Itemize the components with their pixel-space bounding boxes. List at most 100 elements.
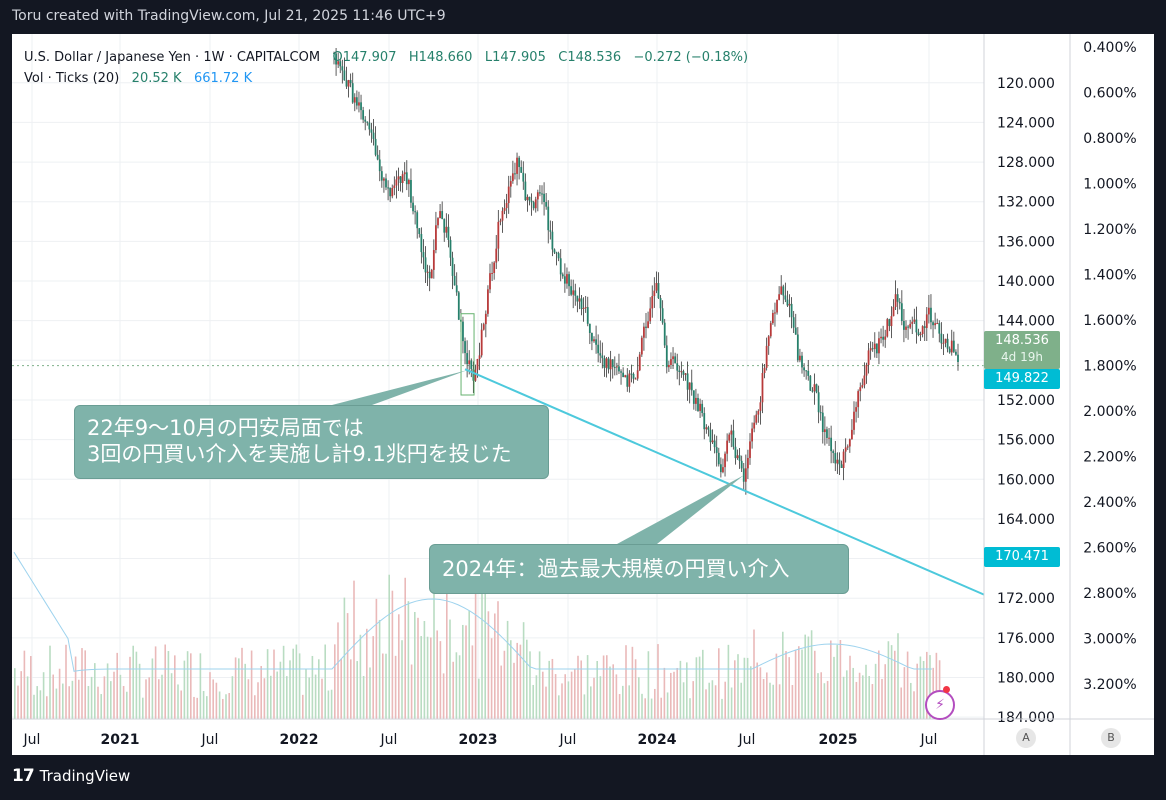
candle-body: [385, 178, 387, 188]
candle-body: [549, 230, 552, 232]
candle-body: [844, 447, 847, 452]
volume-bar: [81, 648, 83, 719]
volume-bar: [756, 662, 758, 719]
candle-body: [418, 228, 421, 235]
volume-bar: [62, 683, 64, 719]
volume-bar: [94, 663, 96, 719]
volume-bar: [394, 655, 397, 719]
candle-body: [487, 289, 489, 314]
volume-bar: [388, 574, 390, 719]
current-price-tag: 148.536 4d 19h: [984, 331, 1060, 369]
candle-body: [674, 356, 677, 364]
candle-body: [595, 339, 597, 345]
volume-bar: [33, 694, 35, 719]
percent-tick-label: 0.400%: [1083, 40, 1136, 56]
volume-bar: [625, 645, 627, 719]
candle-body: [811, 390, 814, 392]
volume-bar: [20, 671, 22, 719]
chart-canvas[interactable]: 120.000 124.000 128.000 132.000 136.000 140.0…: [12, 34, 1154, 755]
volume-bar: [135, 651, 138, 719]
candle-body: [653, 290, 656, 297]
chart-frame[interactable]: 120.000 124.000 128.000 132.000 136.000 140.0…: [12, 34, 1154, 755]
price-tick-label: 120.000: [997, 76, 1055, 92]
candle-body: [921, 326, 924, 335]
volume-legend: Vol · Ticks (20) 20.52 K 661.72 K: [24, 71, 252, 86]
volume-bar: [868, 675, 870, 719]
callout-2024-intervention[interactable]: 2024年：過去最大規模の円買い介入: [429, 544, 849, 594]
candle-body: [871, 348, 874, 350]
candle-body: [578, 298, 581, 302]
volume-bar: [426, 636, 429, 719]
candle-body: [347, 80, 350, 87]
candle-body: [609, 359, 612, 370]
candle-body: [896, 294, 899, 302]
candle-body: [757, 410, 760, 415]
candle-body: [927, 307, 930, 315]
percent-tick-label: 0.800%: [1083, 131, 1136, 147]
volume-bar: [279, 661, 282, 719]
volume-bar: [343, 597, 346, 719]
volume-bar: [775, 653, 778, 719]
candle-body: [670, 359, 672, 365]
volume-bar: [666, 692, 669, 719]
volume-bar: [676, 667, 678, 719]
volume-bar: [398, 614, 400, 719]
candle-body: [337, 61, 340, 65]
volume-bar: [810, 630, 813, 719]
candle-body: [944, 338, 947, 343]
volume-bar: [218, 691, 221, 719]
volume-bar: [110, 681, 112, 719]
candle-body: [680, 371, 683, 373]
volume-label: Vol · Ticks (20): [24, 71, 120, 86]
scale-b-button[interactable]: B: [1101, 728, 1121, 748]
candle-body: [765, 345, 768, 368]
candle-body: [859, 387, 862, 392]
callout-2022-intervention[interactable]: 22年9〜10月の円安局面では 3回の円買い介入を実施し計9.1兆円を投じた: [74, 405, 549, 479]
volume-bar: [903, 667, 906, 719]
price-tick-label: 152.000: [997, 393, 1055, 409]
candle-body: [499, 220, 502, 222]
time-tick-label: 2022: [280, 732, 319, 748]
scale-a-button[interactable]: A: [1016, 728, 1036, 748]
candle-body: [842, 451, 845, 468]
volume-bar: [126, 691, 128, 719]
volume-bar: [231, 676, 234, 719]
candle-body: [657, 283, 660, 299]
volume-bar: [814, 650, 816, 719]
candle-body: [422, 252, 425, 258]
volume-bar: [926, 651, 928, 719]
candle-body: [551, 231, 554, 250]
volume-bar: [532, 684, 534, 719]
callout-2022-line2: 3回の円買い介入を実施し計9.1兆円を投じた: [87, 442, 512, 466]
highlight-box: [460, 313, 475, 396]
volume-bar: [391, 590, 394, 719]
volume-bar: [622, 685, 624, 719]
symbol-legend: U.S. Dollar / Japanese Yen · 1W · CAPITA…: [24, 50, 748, 65]
candle-body: [853, 411, 855, 430]
candle-body: [343, 70, 346, 81]
volume-bar: [244, 663, 246, 719]
volume-bar: [711, 680, 714, 719]
candle-body: [801, 355, 803, 368]
trendline: [464, 368, 985, 596]
volume-bar: [746, 657, 749, 719]
time-tick-label: 2024: [638, 732, 677, 748]
volume-bar: [874, 663, 877, 719]
volume-bar: [212, 679, 214, 719]
candle-body: [778, 294, 781, 300]
candle-body: [709, 429, 712, 443]
candle-body: [676, 363, 679, 371]
candle-body: [516, 157, 518, 174]
volume-bar: [670, 672, 672, 719]
candle-body: [769, 323, 772, 337]
volume-bar: [327, 690, 330, 719]
candle-body: [395, 179, 398, 186]
volume-bar: [641, 693, 643, 719]
candle-body: [466, 353, 469, 365]
volume-bar: [698, 656, 701, 719]
candle-body: [333, 53, 335, 55]
volume-bar: [759, 667, 762, 719]
lightning-icon[interactable]: ⚡: [925, 690, 955, 720]
line-price-tag: 149.822: [984, 369, 1060, 389]
volume-bar: [324, 644, 326, 719]
